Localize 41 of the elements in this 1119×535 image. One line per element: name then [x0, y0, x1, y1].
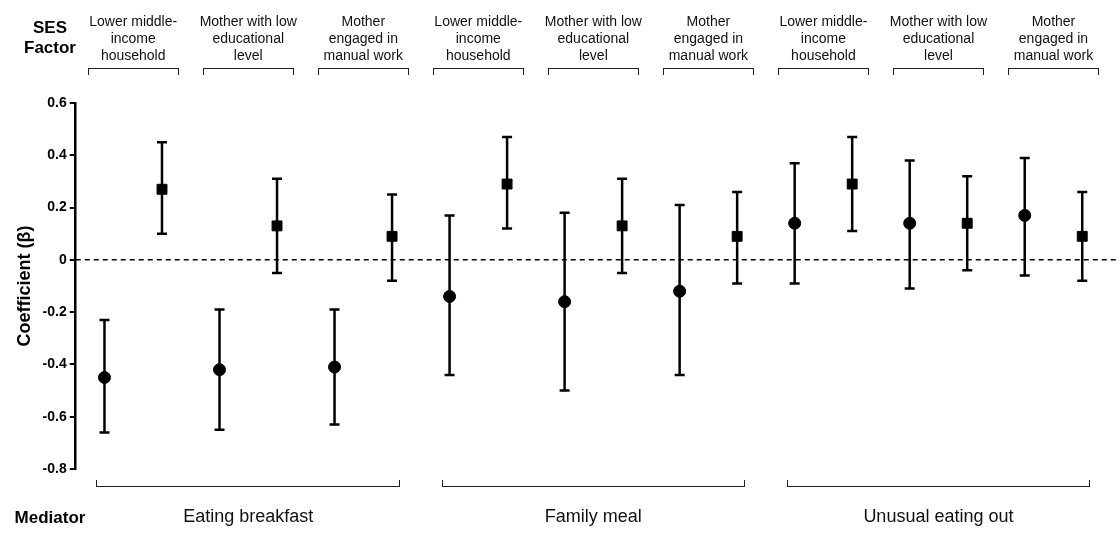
point	[97, 371, 111, 384]
y-tick-label: 0	[58, 250, 67, 267]
y-tick-label: 0.6	[47, 93, 67, 110]
point	[1018, 208, 1032, 222]
point	[271, 220, 283, 232]
point	[386, 230, 398, 242]
y-tick-label: -0.6	[42, 407, 67, 424]
text: Mother with low educational level	[543, 12, 643, 64]
y-tick-label: -0.2	[42, 303, 67, 319]
text: Mother with low educational level	[888, 12, 989, 64]
text: Mother engaged in manual work	[667, 12, 750, 64]
point	[731, 230, 743, 242]
text: Mediator	[13, 508, 87, 528]
y-tick-label: 0.2	[47, 198, 67, 215]
point	[1076, 230, 1088, 242]
text: Eating breakfast	[182, 506, 315, 527]
y-tick-label: -0.4	[42, 355, 67, 372]
text: Mother engaged in manual work	[322, 12, 404, 64]
point	[328, 360, 342, 374]
point	[903, 216, 917, 230]
text: Mother with low educational level	[198, 12, 298, 64]
point	[501, 178, 513, 190]
point	[213, 363, 227, 377]
text: Family meal	[543, 506, 643, 527]
text: Unusual eating out	[862, 506, 1015, 527]
text: Lower middle-income household	[88, 12, 179, 64]
y-axis-title: Coefficient (β)	[13, 225, 34, 347]
y-tick-label: -0.8	[42, 459, 67, 476]
text: Lower middle-income household	[433, 12, 524, 64]
text: SES Factor	[24, 18, 76, 57]
y-tick-label: 0.4	[47, 146, 67, 163]
point	[558, 295, 572, 309]
text: Mother engaged in manual work	[1012, 12, 1095, 64]
text: Lower middle-income household	[778, 12, 869, 64]
point	[673, 284, 687, 298]
point	[616, 220, 628, 232]
point	[961, 217, 973, 229]
point	[846, 178, 858, 190]
point	[788, 216, 802, 230]
point	[443, 289, 457, 303]
point	[156, 183, 168, 195]
